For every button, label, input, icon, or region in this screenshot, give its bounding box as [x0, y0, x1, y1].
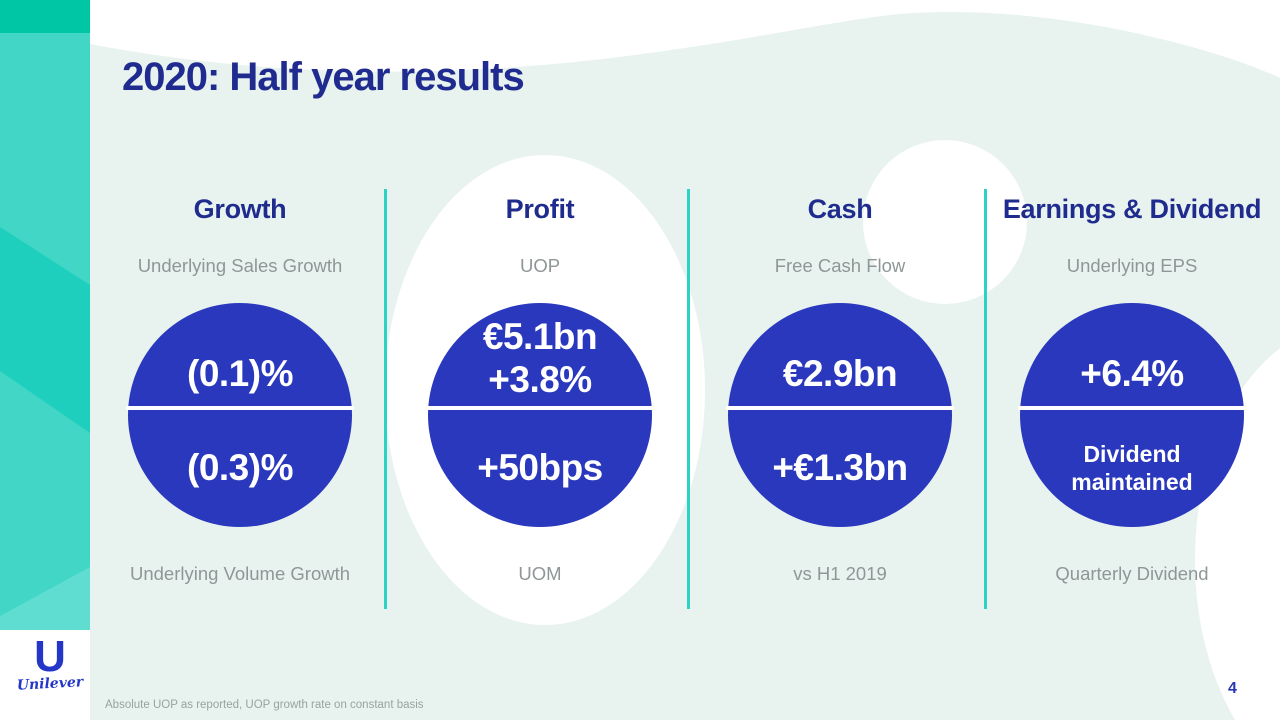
column-cash: Cash Free Cash Flow €2.9bn +€1.3bn vs H1…: [690, 0, 990, 720]
column-header: Growth: [193, 194, 287, 224]
left-teal-band: [0, 0, 90, 630]
background-top-swoosh: [90, 0, 1280, 78]
column-divider-2: [687, 189, 690, 609]
kpi-value: Dividend: [1083, 440, 1181, 467]
column-earnings-dividend: Earnings & Dividend Underlying EPS +6.4%…: [982, 0, 1280, 720]
kpi-divider-line: [426, 406, 654, 410]
kpi-circle-earnings: +6.4% Dividend maintained: [1018, 303, 1246, 527]
column-header: Earnings & Dividend: [1002, 194, 1262, 224]
column-growth: Growth Underlying Sales Growth (0.1)% (0…: [90, 0, 390, 720]
page-number: 4: [1228, 680, 1237, 697]
bottom-metric-label: Underlying Volume Growth: [129, 563, 351, 584]
kpi-value: maintained: [1071, 468, 1193, 495]
kpi-top-half: €5.1bn +3.8%: [428, 303, 652, 406]
kpi-bottom-half: Dividend maintained: [1020, 410, 1244, 527]
metric-label: Free Cash Flow: [774, 255, 906, 276]
slide-content: 2020: Half year results Growth Underlyin…: [90, 0, 1280, 720]
kpi-value: (0.1)%: [187, 353, 293, 395]
bottom-metric-label: vs H1 2019: [793, 563, 887, 584]
bottom-metric-label: Quarterly Dividend: [1055, 563, 1209, 584]
kpi-divider-line: [126, 406, 354, 410]
kpi-divider-line: [726, 406, 954, 410]
teal-band-top-block: [0, 0, 90, 33]
teal-band-diagonal: [0, 227, 90, 433]
kpi-circle-cash: €2.9bn +€1.3bn: [726, 303, 954, 527]
kpi-top-half: (0.1)%: [128, 303, 352, 406]
kpi-value: +€1.3bn: [772, 447, 908, 489]
metric-label: UOP: [519, 255, 561, 276]
kpi-value: +6.4%: [1080, 353, 1184, 395]
kpi-value: (0.3)%: [187, 447, 293, 489]
column-header: Profit: [505, 194, 575, 224]
kpi-circle-profit: €5.1bn +3.8% +50bps: [426, 303, 654, 527]
kpi-circle-growth: (0.1)% (0.3)%: [126, 303, 354, 527]
unilever-u-monogram-icon: U: [34, 632, 66, 681]
kpi-bottom-half: +€1.3bn: [728, 410, 952, 527]
metric-label: Underlying EPS: [1066, 255, 1198, 276]
kpi-value: €5.1bn: [482, 316, 598, 358]
kpi-bottom-half: +50bps: [428, 410, 652, 527]
column-profit: Profit UOP €5.1bn +3.8% +50bps UOM: [390, 0, 690, 720]
bottom-metric-label: UOM: [518, 563, 562, 584]
footnote: Absolute UOP as reported, UOP growth rat…: [105, 699, 424, 711]
column-header: Cash: [807, 194, 873, 224]
unilever-logo: U Unilever: [14, 632, 86, 694]
column-divider-1: [384, 189, 387, 609]
kpi-divider-line: [1018, 406, 1246, 410]
kpi-bottom-half: (0.3)%: [128, 410, 352, 527]
slide-title: 2020: Half year results: [122, 55, 525, 99]
kpi-value: +50bps: [477, 447, 603, 489]
unilever-wordmark: Unilever: [16, 674, 84, 694]
kpi-value: €2.9bn: [782, 353, 898, 395]
column-divider-3: [984, 189, 987, 609]
metric-label: Underlying Sales Growth: [137, 255, 343, 276]
kpi-top-half: €2.9bn: [728, 303, 952, 406]
kpi-value: +3.8%: [488, 359, 592, 401]
kpi-top-half: +6.4%: [1020, 303, 1244, 406]
